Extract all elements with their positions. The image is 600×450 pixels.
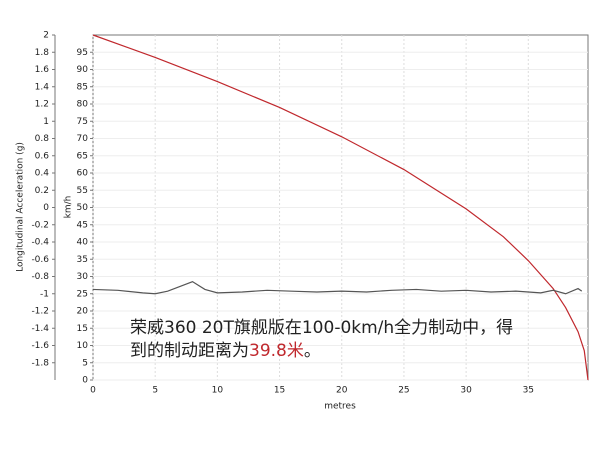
y-tick-label: -0.2	[31, 220, 49, 230]
y2-tick-label: 70	[77, 134, 89, 144]
x-tick-label: 10	[212, 386, 224, 396]
y2-tick-label: 10	[77, 341, 89, 351]
x-tick-label: 15	[274, 386, 285, 396]
annotation: 到的制动距离为39.8米。	[130, 341, 321, 361]
y2-tick-label: 75	[77, 117, 88, 127]
y2-tick-label: 5	[82, 358, 88, 368]
annotation: 荣威360 20T旗舰版在100-0km/h全力制动中，得	[130, 318, 513, 338]
y-tick-label: 0.4	[35, 169, 50, 179]
y2-tick-label: 55	[77, 186, 88, 196]
series-line	[92, 34, 589, 381]
y-tick-label: 2	[43, 31, 49, 41]
x-tick-label: 0	[90, 386, 96, 396]
y-tick-label: 1.2	[35, 100, 49, 110]
y-tick-label: 0.8	[35, 134, 50, 144]
series-line	[92, 281, 583, 295]
y2-tick-label: 20	[77, 307, 89, 317]
y2-tick-label: 30	[77, 272, 89, 282]
y2-tick-label: 45	[77, 220, 88, 230]
y2-tick-label: 90	[77, 65, 89, 75]
y-tick-label: -1	[40, 289, 49, 299]
y-tick-label: -1.8	[31, 358, 49, 368]
y-tick-label: 1.4	[35, 82, 50, 92]
y2-tick-label: 0	[82, 376, 88, 386]
x-tick-label: 30	[460, 386, 472, 396]
y-tick-label: -1.6	[31, 341, 49, 351]
y-tick-label: 0.2	[35, 186, 49, 196]
y-tick-label: -1.4	[31, 324, 49, 334]
y-tick-label: -0.6	[31, 255, 49, 265]
y2-tick-label: 95	[77, 48, 88, 58]
y2-tick-label: 25	[77, 289, 88, 299]
y2-tick-label: 85	[77, 82, 88, 92]
y-tick-label: -0.4	[31, 238, 49, 248]
x-tick-label: 25	[398, 386, 409, 396]
y2-tick-label: 65	[77, 151, 88, 161]
y-tick-label: 1.8	[35, 48, 50, 58]
y2-tick-label: 40	[77, 238, 89, 248]
y2-tick-label: 80	[77, 100, 89, 110]
y2-tick-label: 35	[77, 255, 88, 265]
y-tick-label: -1.2	[31, 307, 49, 317]
x-tick-label: 35	[523, 386, 534, 396]
y2-tick-label: 50	[77, 203, 89, 213]
y2-tick-label: 60	[77, 169, 89, 179]
annotation-part: 。	[304, 341, 321, 361]
y-axis-label: Longitudinal Acceleration (g)	[16, 142, 26, 272]
y-tick-label: 1	[43, 117, 49, 127]
y-tick-label: 0.6	[35, 151, 50, 161]
y-tick-label: 1.6	[35, 65, 50, 75]
y2-axis-label: km/h	[64, 196, 74, 219]
annotation-highlight: 39.8米	[249, 341, 304, 361]
y2-tick-label: 15	[77, 324, 88, 334]
y-tick-label: -0.8	[31, 272, 49, 282]
annotation-part: 到的制动距离为	[130, 341, 249, 361]
x-tick-label: 5	[152, 386, 158, 396]
x-axis-label: metres	[324, 402, 356, 412]
y-tick-label: 0	[43, 203, 49, 213]
x-tick-label: 20	[336, 386, 348, 396]
